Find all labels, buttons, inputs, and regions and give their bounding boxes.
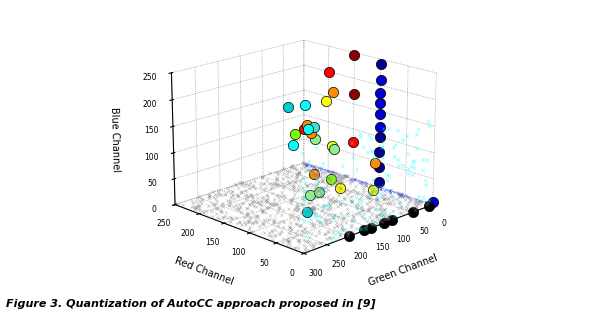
Text: Figure 3. Quantization of AutoCC approach proposed in [9]: Figure 3. Quantization of AutoCC approac… xyxy=(6,299,376,309)
X-axis label: Green Channel: Green Channel xyxy=(367,253,439,288)
Y-axis label: Red Channel: Red Channel xyxy=(173,255,235,286)
